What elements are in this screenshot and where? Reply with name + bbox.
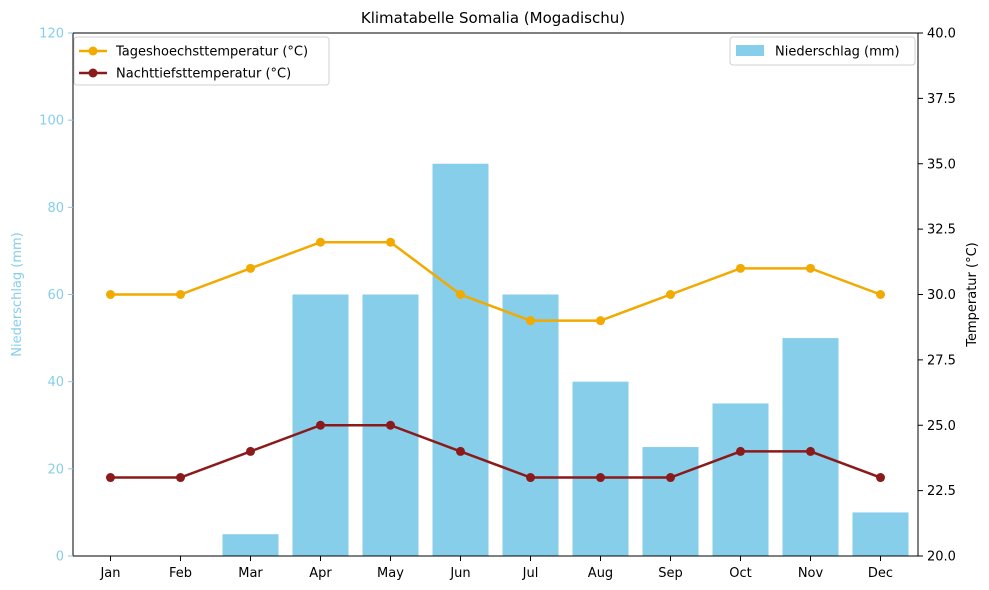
left-tick-label: 20 xyxy=(47,462,64,477)
max-temp-point-jan xyxy=(106,290,115,299)
min-temp-line xyxy=(110,424,881,479)
x-tick-label-apr: Apr xyxy=(309,566,332,581)
left-tick-label: 40 xyxy=(47,375,64,390)
x-tick-label-aug: Aug xyxy=(588,566,613,581)
right-tick-label: 22.5 xyxy=(927,484,956,499)
min-temp-point-jun xyxy=(456,446,465,456)
right-tick-label: 40.0 xyxy=(927,27,956,42)
min-temp-point-jul xyxy=(526,473,535,483)
max-temp-point-sep xyxy=(666,290,675,299)
right-tick-label: 32.5 xyxy=(927,223,956,238)
min-temp-point-sep xyxy=(666,473,675,483)
right-tick-label: 35.0 xyxy=(927,157,956,172)
legend-label: Nachttiefsttemperatur (°C) xyxy=(116,67,291,82)
precip-bar-oct xyxy=(712,403,769,556)
min-temp-point-oct xyxy=(736,446,745,456)
x-tick-label-mar: Mar xyxy=(238,566,263,581)
min-temp-point-feb xyxy=(176,473,185,483)
left-axis-label: Niederschlag (mm) xyxy=(10,232,25,357)
precip-bar-jul xyxy=(502,294,559,556)
legend-bars: Niederschlag (mm) xyxy=(729,36,916,66)
precip-bar-dec xyxy=(852,512,909,556)
max-temp-point-nov xyxy=(806,263,815,273)
max-temp-point-dec xyxy=(876,290,885,299)
max-temp-point-may xyxy=(386,237,395,247)
min-temp-point-dec xyxy=(876,473,885,483)
right-tick-label: 27.5 xyxy=(927,353,956,368)
right-tick-label: 30.0 xyxy=(927,288,956,303)
right-tick-label: 37.5 xyxy=(927,92,956,107)
min-temp-point-apr xyxy=(316,420,325,430)
left-tick-label: 120 xyxy=(39,27,64,42)
legend-bar-swatch xyxy=(736,45,764,56)
max-temp-point-feb xyxy=(176,290,185,299)
x-tick-label-sep: Sep xyxy=(658,566,683,581)
max-temp-point-aug xyxy=(596,316,605,326)
x-tick-label-jul: Jul xyxy=(522,566,539,581)
x-axis: Jan Feb Mar Apr May Jun Jul Aug Sep Oct Nov Dec xyxy=(99,556,893,581)
min-temp-point-aug xyxy=(596,473,605,483)
legend-lines: Tageshoechsttemperatur (°C) Nachttiefstte… xyxy=(73,36,330,86)
bars-layer xyxy=(222,163,909,556)
right-axis-label: Temperatur (°C) xyxy=(965,242,980,348)
x-tick-label-jan: Jan xyxy=(99,566,120,581)
min-temp-point-may xyxy=(386,420,395,430)
left-tick-label: 0 xyxy=(56,550,64,565)
left-tick-label: 60 xyxy=(47,288,64,303)
legend-label: Tageshoechsttemperatur (°C) xyxy=(115,45,308,60)
right-tick-label: 25.0 xyxy=(927,419,956,434)
max-temp-point-apr xyxy=(316,237,325,247)
x-tick-label-may: May xyxy=(377,566,404,581)
left-tick-label: 100 xyxy=(39,114,64,129)
x-tick-label-feb: Feb xyxy=(169,566,192,581)
left-axis: 0 20 40 60 80 100 120 xyxy=(39,27,73,565)
right-tick-label: 20.0 xyxy=(927,550,956,565)
min-temp-point-jan xyxy=(106,473,115,483)
min-temp-point-mar xyxy=(246,446,255,456)
max-temp-point-jun xyxy=(456,290,465,299)
max-temp-point-mar xyxy=(246,263,255,273)
min-temp-point-nov xyxy=(806,446,815,456)
x-tick-label-jun: Jun xyxy=(449,566,470,581)
chart-title: Klimatabelle Somalia (Mogadischu) xyxy=(361,9,625,27)
max-temp-point-oct xyxy=(736,263,745,273)
left-tick-label: 80 xyxy=(47,201,64,216)
precip-bar-sep xyxy=(642,447,699,556)
lines-layer xyxy=(106,237,885,483)
max-temp-line xyxy=(110,240,881,322)
x-tick-label-oct: Oct xyxy=(729,566,751,581)
precip-bar-aug xyxy=(572,381,629,556)
legend-marker xyxy=(88,68,98,78)
legend-marker xyxy=(88,46,98,56)
x-tick-label-dec: Dec xyxy=(868,566,893,581)
legend-bars-box xyxy=(729,36,916,66)
max-temp-point-jul xyxy=(526,316,535,326)
right-axis: 20.0 22.5 25.0 27.5 30.0 32.5 35.0 37.5 40.0 xyxy=(918,27,956,565)
legend-lines-box xyxy=(73,36,330,86)
x-tick-label-nov: Nov xyxy=(798,566,824,581)
legend-label: Niederschlag (mm) xyxy=(775,45,900,60)
precip-bar-mar xyxy=(222,534,279,556)
precip-bar-jun xyxy=(432,163,489,556)
